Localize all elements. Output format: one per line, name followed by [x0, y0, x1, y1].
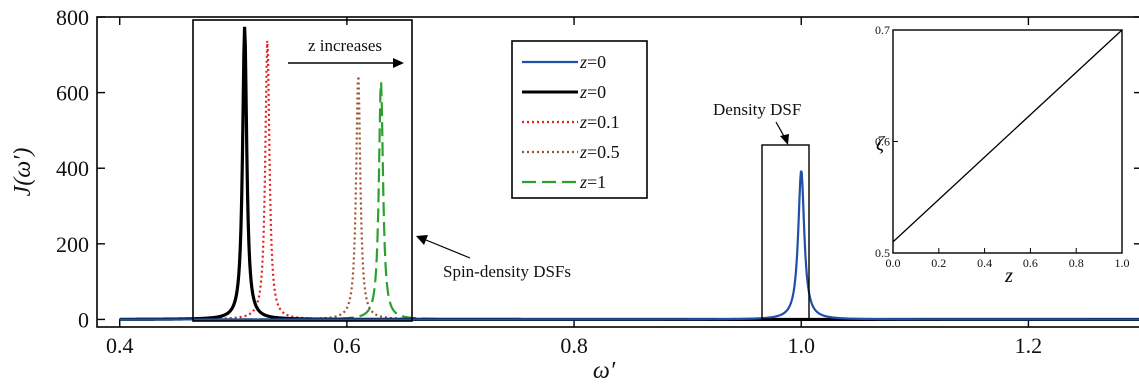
inset-y-tick-label: 0.6 [875, 135, 890, 149]
legend-label: z=0 [579, 82, 606, 102]
inset-x-tick-label: 0.2 [931, 256, 946, 270]
legend: z=0 z=0 z=0.1 z=0.5 z=1 [511, 40, 648, 199]
main-plot-frame [96, 16, 1139, 328]
inset-x-tick-label: 0.8 [1069, 256, 1084, 270]
y-tick-label: 200 [56, 232, 89, 257]
y-axis-label: J(ω′) [10, 148, 36, 197]
legend-label: z=0.1 [579, 112, 620, 132]
legend-label: z=0 [579, 52, 606, 72]
annotation-density: Density DSF [713, 100, 801, 119]
annotation-z-increases: z increases [308, 36, 382, 55]
x-axis-label: ω′ [593, 358, 616, 384]
y-tick-label: 800 [56, 5, 89, 30]
series-line-0 [119, 170, 1139, 321]
y-tick-label: 600 [56, 81, 89, 106]
spin-density-arrow [425, 239, 471, 259]
x-tick-label: 0.4 [106, 333, 134, 358]
inset-y-tick-label: 0.5 [875, 246, 890, 260]
density-arrowhead [780, 134, 789, 145]
inset-y-tick-label: 0.7 [875, 23, 890, 37]
inset-x-tick-label: 1.0 [1115, 256, 1130, 270]
legend-label: z=0.5 [579, 142, 620, 162]
y-tick-label: 400 [56, 156, 89, 181]
x-tick-label: 0.6 [333, 333, 361, 358]
spin-density-arrowhead [416, 235, 428, 245]
x-tick-label: 1.0 [787, 333, 815, 358]
inset-series-group [892, 29, 1123, 243]
x-tick-label: 1.2 [1015, 333, 1043, 358]
main-series-group [119, 26, 1139, 322]
inset-x-tick-label: 0.6 [1023, 256, 1038, 270]
inset-x-tick-label: 0.0 [886, 256, 901, 270]
inset-plot: 0.0 0.2 0.4 0.6 0.8 1.0 0.5 0.6 0.7 ζ z [875, 23, 1130, 287]
inset-axis-ticks: 0.0 0.2 0.4 0.6 0.8 1.0 0.5 0.6 0.7 [875, 23, 1130, 270]
density-box [761, 144, 810, 320]
main-axis-ticks: 0.4 0.6 0.8 1.0 1.2 0 200 400 600 800 [56, 5, 1139, 358]
inset-y-axis-label: ζ [876, 133, 886, 155]
inset-x-axis-label: z [1004, 265, 1013, 287]
legend-box [511, 40, 648, 199]
legend-label: z=1 [579, 172, 606, 192]
inset-x-tick-label: 0.4 [977, 256, 992, 270]
x-tick-label: 0.8 [560, 333, 588, 358]
inset-series-line [892, 29, 1123, 243]
inset-frame [892, 29, 1123, 254]
y-tick-label: 0 [78, 307, 89, 332]
annotation-spin-density: Spin-density DSFs [443, 262, 571, 281]
spin-density-box [192, 19, 413, 322]
z-increases-arrowhead [393, 58, 404, 68]
